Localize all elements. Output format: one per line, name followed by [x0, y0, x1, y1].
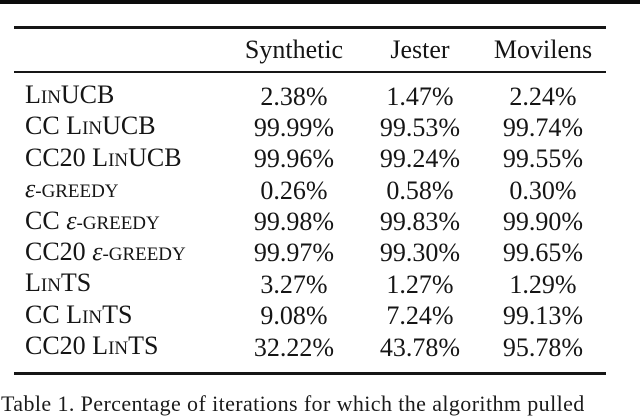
- results-table: Synthetic Jester Movilens LINUCB 2.38% 1.4…: [14, 26, 606, 375]
- row-label-part: IN: [108, 149, 129, 171]
- row-label: LINUCB: [14, 79, 228, 113]
- row-label-part: UCB: [128, 142, 182, 172]
- table-caption-text: Table 1. Percentage of iterations for wh…: [1, 391, 585, 416]
- row-label: CC20 LINUCB: [14, 142, 228, 176]
- row-label: ε-GREEDY: [14, 173, 228, 207]
- cell-value: 0.30%: [509, 175, 577, 205]
- cell-value: 3.27%: [260, 269, 328, 299]
- row-label-part: L: [25, 80, 41, 109]
- table-row: CC20 LINTS 32.22% 43.78% 95.78%: [14, 330, 606, 364]
- cell-value: 99.55%: [502, 144, 584, 174]
- row-label-part: -GREEDY: [35, 181, 119, 203]
- table-row: CC ε-GREEDY 99.98% 99.83% 99.90%: [14, 206, 606, 237]
- row-label-part: ε: [25, 174, 36, 204]
- cell-value: 99.97%: [253, 238, 335, 268]
- cell-value: 1.27%: [386, 269, 454, 299]
- table-header-row: Synthetic Jester Movilens: [14, 29, 606, 71]
- row-label: CC LINUCB: [14, 110, 228, 144]
- row-label-part: TS: [102, 299, 133, 329]
- cell-value: 0.58%: [386, 175, 454, 205]
- cell-value: 0.26%: [260, 175, 328, 205]
- table-row: LINTS 3.27% 1.27% 1.29%: [14, 267, 606, 301]
- cell-value: 1.47%: [386, 81, 454, 111]
- cell-value: 99.98%: [253, 207, 335, 237]
- cell-value: 99.30%: [379, 238, 461, 268]
- table-caption: Table 1. Percentage of iterations for wh…: [1, 393, 640, 415]
- cell-value: 1.29%: [509, 269, 577, 299]
- table-top-rule: [14, 26, 606, 29]
- table-row: LINUCB 2.38% 1.47% 2.24%: [14, 79, 606, 113]
- row-label: CC ε-GREEDY: [14, 205, 228, 239]
- cell-value: 9.08%: [260, 301, 328, 331]
- cell-value: 32.22%: [253, 332, 335, 362]
- cell-value: 99.90%: [502, 207, 584, 237]
- cell-value: 99.65%: [502, 238, 584, 268]
- cell-value: 99.74%: [502, 112, 584, 142]
- row-label-part: TS: [128, 331, 159, 361]
- cell-value: 99.99%: [253, 112, 335, 142]
- row-label-part: IN: [40, 87, 61, 108]
- row-label-part: UCB: [102, 111, 156, 141]
- row-label-part: CC L: [25, 299, 83, 329]
- row-label-part: IN: [40, 275, 61, 297]
- row-label-part: CC L: [25, 111, 83, 141]
- row-label-part: -GREEDY: [76, 212, 160, 234]
- table-row: CC LINTS 9.08% 7.24% 99.13%: [14, 300, 606, 331]
- cell-value: 7.24%: [386, 301, 454, 331]
- row-label: CC20 ε-GREEDY: [14, 236, 228, 270]
- cell-value: 99.53%: [379, 112, 461, 142]
- row-label-part: L: [25, 268, 41, 298]
- cell-value: 99.83%: [379, 207, 461, 237]
- row-label-part: IN: [82, 118, 103, 140]
- row-label-part: CC20: [25, 236, 93, 266]
- row-label-part: CC20 L: [25, 142, 109, 172]
- table-row: CC20 LINUCB 99.96% 99.24% 99.55%: [14, 143, 606, 174]
- page-top-rule: [0, 0, 640, 4]
- cell-value: 43.78%: [379, 332, 461, 362]
- table-mid-rule: [14, 70, 606, 73]
- row-label: LINTS: [14, 267, 228, 301]
- table-row: CC20 ε-GREEDY 99.97% 99.30% 99.65%: [14, 237, 606, 268]
- table-body: LINUCB 2.38% 1.47% 2.24% CC LINUCB 99.99% 99.5…: [14, 73, 606, 373]
- row-label-part: TS: [60, 268, 92, 298]
- cell-value: 2.24%: [509, 81, 577, 111]
- cell-value: 2.38%: [260, 81, 328, 111]
- row-label: CC LINTS: [14, 299, 228, 333]
- cell-value: 95.78%: [502, 332, 584, 362]
- row-label: CC20 LINTS: [14, 330, 228, 364]
- row-label-part: UCB: [60, 80, 115, 109]
- table-bottom-rule: [14, 372, 606, 375]
- row-label-part: ε: [66, 205, 77, 235]
- column-header-synthetic: Synthetic: [244, 34, 344, 64]
- row-label-part: IN: [108, 338, 129, 360]
- row-label-part: IN: [82, 306, 103, 328]
- table-row: CC LINUCB 99.99% 99.53% 99.74%: [14, 110, 606, 144]
- cell-value: 99.13%: [502, 301, 584, 331]
- row-label-part: CC20 L: [25, 331, 109, 361]
- table-row: ε-GREEDY 0.26% 0.58% 0.30%: [14, 173, 606, 207]
- row-label-part: CC: [25, 205, 67, 235]
- row-label-part: ε: [92, 236, 103, 266]
- column-header-movilens: Movilens: [493, 34, 593, 64]
- row-label-part: -GREEDY: [102, 243, 186, 265]
- column-header-jester: Jester: [390, 34, 450, 64]
- cell-value: 99.96%: [253, 144, 335, 174]
- cell-value: 99.24%: [379, 144, 461, 174]
